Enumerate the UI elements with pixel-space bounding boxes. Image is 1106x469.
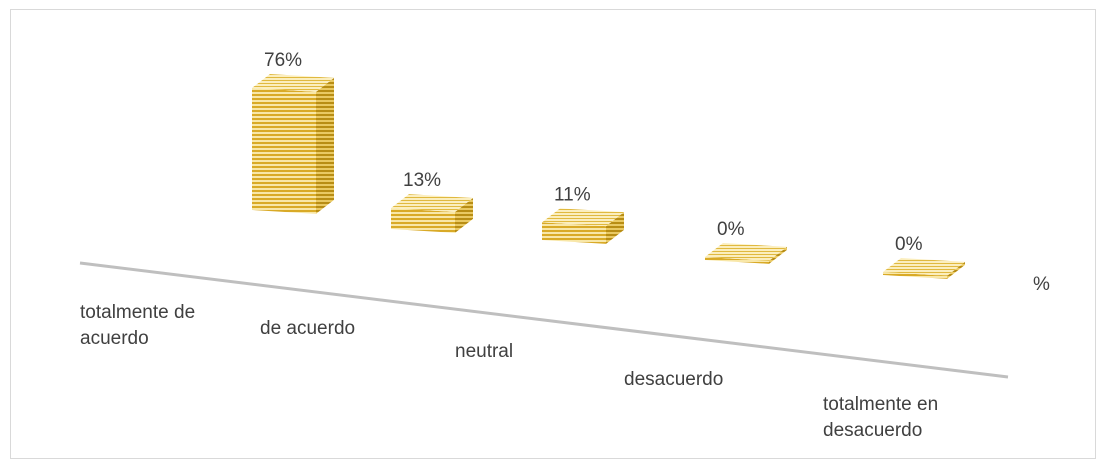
bar-top bbox=[391, 194, 473, 212]
bar-top bbox=[252, 74, 334, 92]
category-label: totalmente de acuerdo bbox=[80, 302, 195, 349]
bar-side bbox=[947, 261, 965, 279]
data-label: 0% bbox=[717, 219, 745, 240]
bar bbox=[883, 258, 965, 279]
bar-side bbox=[769, 246, 787, 264]
bar-front bbox=[391, 208, 455, 233]
bar-front bbox=[705, 257, 769, 264]
legend-series-label: % bbox=[1033, 274, 1050, 295]
data-label: 76% bbox=[264, 50, 302, 71]
data-label: 11% bbox=[554, 184, 591, 205]
bar bbox=[705, 243, 787, 264]
bar-front bbox=[542, 222, 606, 244]
bar-side bbox=[455, 197, 473, 233]
bar-top bbox=[542, 208, 624, 227]
category-label: de acuerdo bbox=[260, 318, 355, 339]
bar-side bbox=[606, 212, 624, 244]
bar-side bbox=[316, 77, 334, 214]
bar-front bbox=[252, 88, 316, 214]
data-label: 0% bbox=[895, 234, 923, 255]
bar-front bbox=[883, 272, 947, 279]
category-label: neutral bbox=[455, 341, 513, 362]
category-label: desacuerdo bbox=[624, 369, 723, 390]
category-axis-line bbox=[79, 261, 1009, 379]
bar bbox=[391, 194, 473, 233]
bar bbox=[542, 208, 624, 244]
bar-top bbox=[705, 243, 787, 261]
data-label: 13% bbox=[403, 170, 441, 191]
category-label: totalmente en desacuerdo bbox=[823, 394, 938, 441]
bar-top bbox=[883, 258, 965, 276]
bar bbox=[252, 74, 334, 214]
